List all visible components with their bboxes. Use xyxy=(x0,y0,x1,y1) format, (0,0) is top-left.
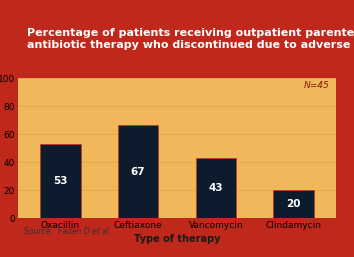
Text: 20: 20 xyxy=(286,199,301,209)
Text: Source:  Faden D et al: Source: Faden D et al xyxy=(24,227,109,236)
Bar xyxy=(196,158,236,218)
Text: Percentage of patients receiving outpatient parenteral
antibiotic therapy who di: Percentage of patients receiving outpati… xyxy=(27,28,354,50)
Text: N=45: N=45 xyxy=(304,81,330,90)
Bar xyxy=(118,125,158,218)
Text: 53: 53 xyxy=(53,176,68,186)
Bar xyxy=(40,144,81,218)
Text: 67: 67 xyxy=(131,167,145,177)
Bar xyxy=(273,190,314,218)
X-axis label: Type of therapy: Type of therapy xyxy=(134,234,220,244)
Text: 43: 43 xyxy=(209,183,223,193)
